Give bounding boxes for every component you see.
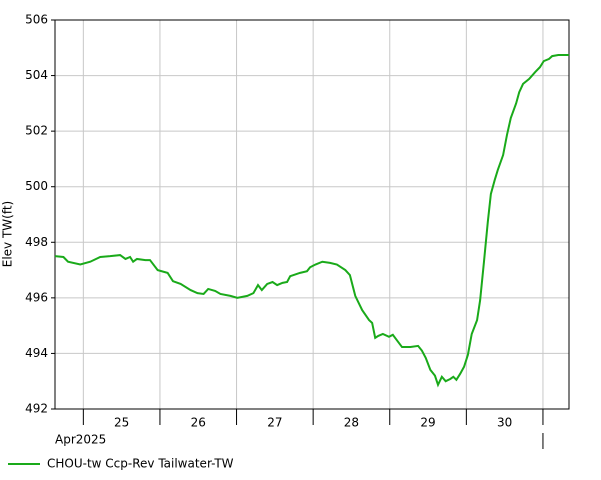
y-tick-label: 494 [25, 346, 48, 360]
x-tick-label: 26 [191, 416, 206, 430]
y-axis-label: Elev TW(ft) [1, 201, 15, 268]
y-tick-label: 506 [25, 13, 48, 27]
x-tick-label: 28 [344, 416, 359, 430]
y-tick-label: 500 [25, 179, 48, 193]
x-tick-label: 25 [114, 416, 129, 430]
x-group-label: Apr2025 [55, 433, 106, 447]
x-tick-label: 29 [420, 416, 435, 430]
legend-label: CHOU-tw Ccp-Rev Tailwater-TW [47, 457, 234, 471]
y-tick-label: 504 [25, 68, 48, 82]
y-tick-label: 492 [25, 402, 48, 416]
x-tick-label: 27 [267, 416, 282, 430]
y-tick-label: 496 [25, 290, 48, 304]
y-tick-label: 502 [25, 124, 48, 138]
x-tick-label: 30 [497, 416, 512, 430]
data-line [54, 54, 569, 388]
plot-frame [54, 19, 570, 410]
y-tick-label: 498 [25, 235, 48, 249]
